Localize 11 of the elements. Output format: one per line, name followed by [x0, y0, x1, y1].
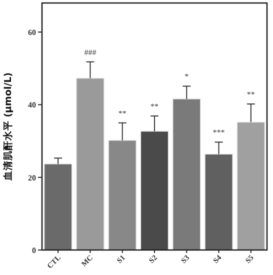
y-axis-title: 血清肌酐水平 (μmol/L) — [2, 72, 14, 182]
annotation: ** — [118, 108, 126, 118]
annotation: *** — [212, 128, 225, 138]
annotation: ** — [150, 102, 158, 111]
annotation: ### — [84, 48, 96, 57]
y-tick-label: 40 — [28, 100, 36, 110]
y-tick-label: 20 — [28, 173, 36, 182]
y-tick-label: 60 — [28, 28, 36, 38]
annotation: * — [184, 72, 189, 82]
y-tick-label: 0 — [32, 246, 36, 255]
annotation: ** — [246, 90, 255, 99]
